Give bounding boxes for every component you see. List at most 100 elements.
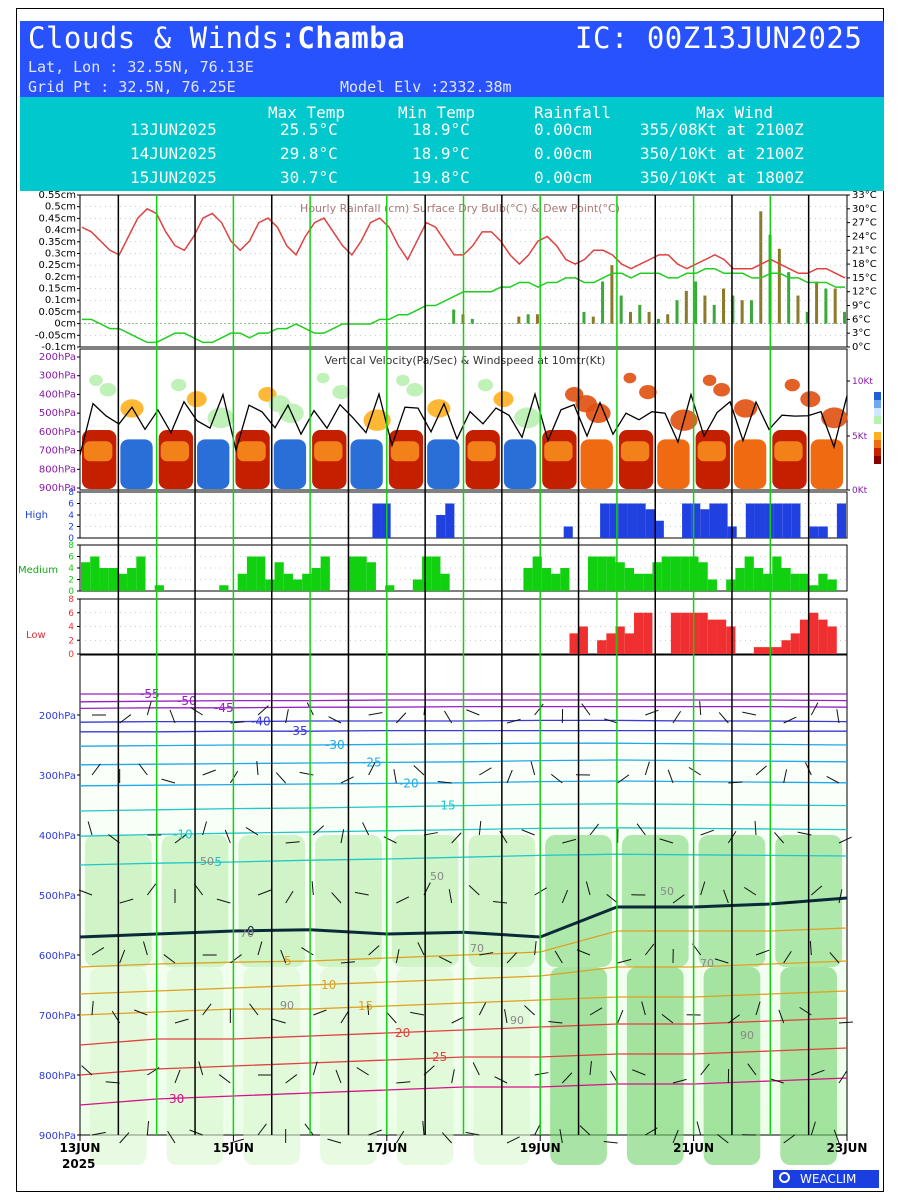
wind-barb bbox=[810, 1121, 816, 1136]
cloud-tick-label: 8 bbox=[68, 595, 74, 605]
wind-barb bbox=[554, 950, 563, 964]
vv-tick-label: 300hPa bbox=[39, 371, 76, 382]
cloud-bar bbox=[744, 556, 754, 591]
vv-colorbar bbox=[874, 392, 881, 464]
wind-barb bbox=[809, 940, 812, 956]
wind-barb bbox=[636, 823, 646, 836]
wind-barb bbox=[218, 1074, 231, 1084]
cloud-bar bbox=[643, 612, 653, 654]
isotherm-label: -30 bbox=[325, 738, 345, 752]
temp-tick-label: 24°C bbox=[852, 231, 877, 242]
cloud-bar bbox=[698, 612, 708, 654]
rain-bar bbox=[638, 304, 642, 324]
cloud-bar bbox=[670, 612, 681, 654]
wind-barb bbox=[534, 703, 544, 716]
cloud-bar bbox=[320, 556, 330, 591]
wind-barb bbox=[174, 834, 187, 844]
wind-barb bbox=[395, 949, 400, 964]
cloud-bar bbox=[311, 568, 321, 591]
wind-barb bbox=[285, 1074, 298, 1084]
rain-tick-label: 0.4cm bbox=[45, 225, 76, 236]
wind-barb bbox=[393, 769, 397, 784]
wind-barb bbox=[230, 954, 242, 964]
vv-cell bbox=[89, 374, 103, 386]
cloud-bar bbox=[108, 568, 118, 591]
wind-barb bbox=[81, 1065, 93, 1076]
wind-barb bbox=[368, 1129, 382, 1136]
rain-bar bbox=[749, 300, 753, 324]
rain-bar bbox=[712, 304, 716, 324]
isotherm-label: -20 bbox=[399, 776, 419, 790]
cloud-bar bbox=[753, 647, 764, 654]
wind-barb bbox=[723, 889, 729, 904]
wind-barb bbox=[437, 781, 452, 784]
temp-tick-label: 21°C bbox=[852, 245, 877, 256]
isotherm-label: -5 bbox=[210, 855, 222, 869]
wind-barb bbox=[189, 1129, 203, 1136]
vv-tick-label: 500hPa bbox=[39, 408, 76, 419]
wind-barb bbox=[718, 712, 729, 724]
pressure-tick-label: 500hPa bbox=[39, 891, 76, 902]
wind-barb bbox=[641, 1001, 646, 1016]
temp-tick-label: 27°C bbox=[852, 218, 877, 229]
cloud-bar bbox=[754, 503, 765, 538]
pressure-tick-label: 700hPa bbox=[39, 1011, 76, 1022]
wind-barb bbox=[245, 827, 259, 836]
initial-condition: IC: 00Z13JUN2025 bbox=[575, 21, 863, 55]
pressure-tick-label: 600hPa bbox=[39, 951, 76, 962]
rain-bar bbox=[526, 314, 530, 324]
cloud-bar bbox=[772, 556, 782, 591]
wind-barb bbox=[161, 778, 176, 784]
wind-barb bbox=[534, 941, 537, 956]
wind-barb bbox=[444, 710, 453, 724]
cloud-bar bbox=[781, 640, 791, 654]
row-max: 29.8°C bbox=[280, 144, 338, 163]
wind-barb bbox=[530, 761, 536, 776]
cloud-bar bbox=[764, 503, 774, 538]
wind-barb bbox=[838, 836, 852, 844]
vv-blob bbox=[657, 439, 690, 489]
cloud-bar bbox=[634, 573, 644, 591]
wind-barb bbox=[174, 1069, 181, 1084]
cloud-bar bbox=[560, 568, 570, 591]
temp-tick-label: 30°C bbox=[852, 204, 877, 215]
vv-blob-mid bbox=[237, 441, 266, 462]
wind-barb bbox=[499, 830, 508, 844]
wind-barb bbox=[138, 763, 148, 776]
cb-seg bbox=[874, 448, 881, 456]
cloud-tick-label: 6 bbox=[68, 500, 74, 510]
windspeed-tick-label: 0Kt bbox=[852, 486, 868, 496]
cloud-bar bbox=[709, 503, 719, 538]
wind-barb bbox=[356, 1067, 369, 1076]
wind-barb bbox=[311, 881, 314, 896]
vv-blob-mid bbox=[314, 441, 343, 462]
wind-barb bbox=[146, 1121, 150, 1136]
wind-barb bbox=[169, 709, 176, 724]
cloud-tick-label: 4 bbox=[68, 511, 74, 521]
wind-barb bbox=[396, 896, 410, 904]
cloud-bar bbox=[781, 568, 791, 591]
medium-cloud-panel: Medium 8 64 20 bbox=[18, 541, 848, 597]
vv-tick-label: 900hPa bbox=[39, 483, 76, 494]
isotherm-label: 20 bbox=[395, 1026, 410, 1040]
wind-barb bbox=[644, 761, 650, 776]
cloud-bar bbox=[809, 612, 819, 654]
wind-barb bbox=[468, 885, 480, 896]
cloud-bar bbox=[256, 556, 266, 591]
rain-bar bbox=[591, 316, 595, 324]
rain-bar bbox=[666, 314, 670, 324]
wind-barb bbox=[451, 832, 462, 844]
pressure-tick-label: 800hPa bbox=[39, 1071, 76, 1082]
wind-barb bbox=[301, 947, 314, 956]
wind-barb bbox=[313, 1009, 327, 1016]
wind-barb bbox=[304, 1123, 314, 1136]
isotherm-label: -10 bbox=[173, 827, 193, 841]
isotherm-label: -40 bbox=[251, 715, 271, 729]
x-tick-label: 23JUN bbox=[827, 1141, 868, 1155]
rain-bar bbox=[796, 295, 800, 324]
x-tick-label: 15JUN bbox=[213, 1141, 254, 1155]
wind-barb bbox=[506, 952, 517, 964]
cloud-bar bbox=[691, 503, 701, 538]
wind-barb bbox=[368, 762, 376, 776]
